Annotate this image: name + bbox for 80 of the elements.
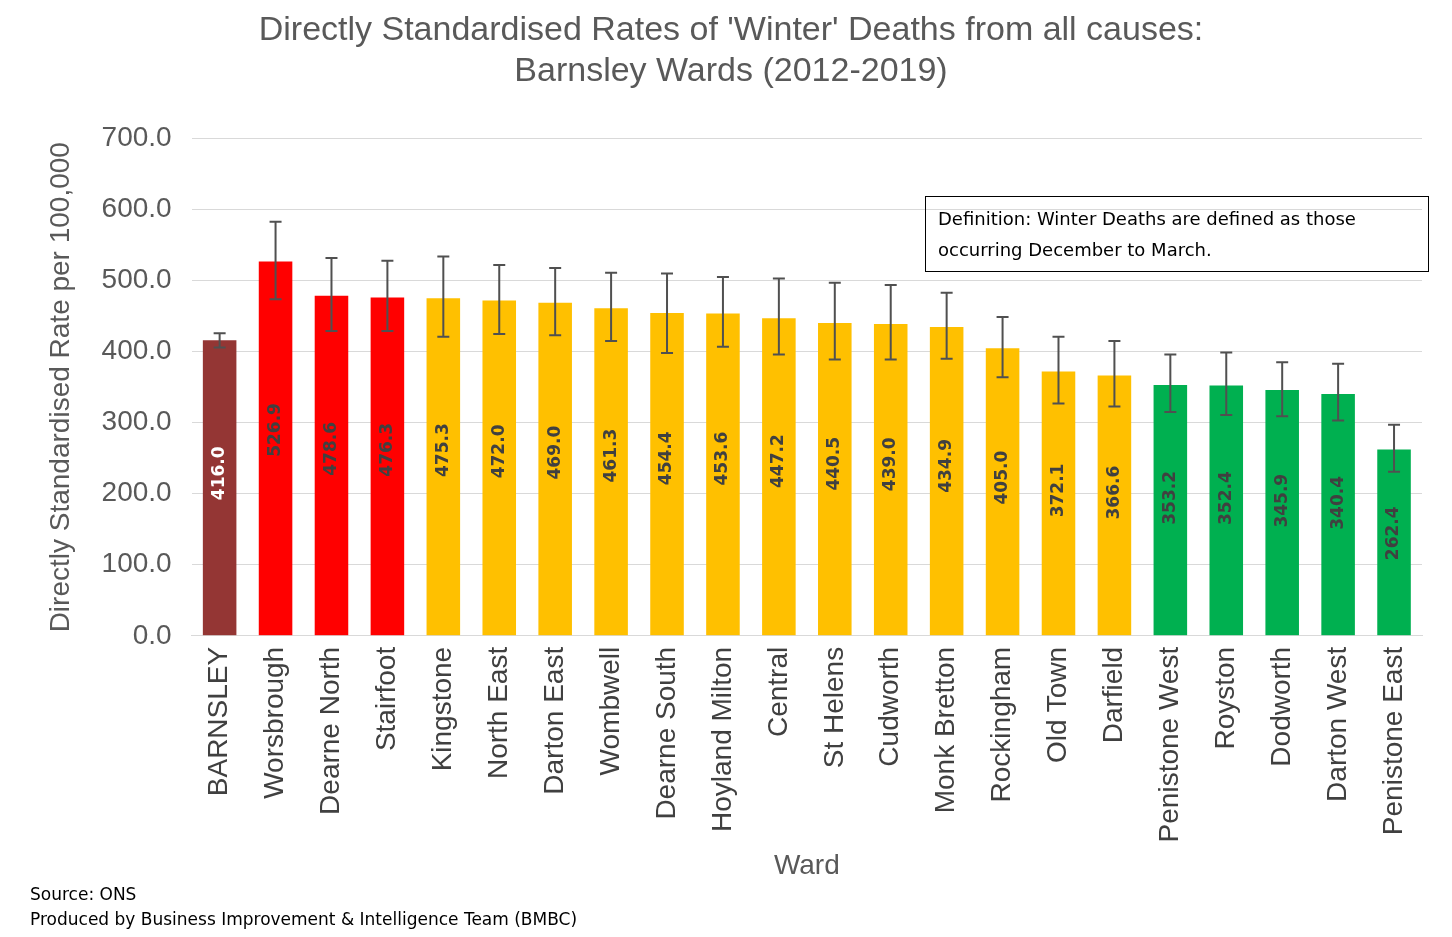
x-axis-title: Ward [773,848,840,880]
data-label: 345.9 [1270,473,1291,528]
bar [985,348,1020,636]
x-tick-label: Monk Bretton [929,646,961,814]
bar [538,302,572,636]
x-tick-label: Stairfoot [370,646,402,752]
bar [1153,384,1188,636]
data-label: 416.0 [208,446,229,501]
chart-title: Directly Standardised Rates of 'Winter' Deaths from all causes: Barnsley Wards (2012-2019) [258,8,1204,88]
bar [370,297,405,636]
bar [706,313,740,636]
bar [1265,390,1299,636]
data-label: 439.0 [879,437,900,492]
x-tick-label: Wombwell [593,646,625,776]
y-axis-title: Directly Standardised Rate per 100,000 [43,142,75,633]
data-label: 372.1 [1046,463,1067,518]
bar [314,295,349,636]
x-tick-label: Dearne South [649,646,681,820]
x-tick-label: Royston [1208,646,1240,750]
x-tick-label: Penistone West [1153,646,1185,843]
x-tick-label: Dodworth [1264,646,1296,767]
data-label: 434.9 [935,439,956,493]
data-label: 440.5 [823,436,844,491]
source-note: Source: ONS [30,883,138,906]
bar [929,326,964,636]
bar [594,308,628,636]
y-tick-label: 600.0 [101,192,172,224]
y-tick-label: 100.0 [101,547,172,579]
y-tick-label: 0.0 [132,618,172,650]
bar [650,313,684,636]
bar [1209,385,1244,636]
x-tick-label: Rockingham [985,646,1017,803]
data-label: 353.2 [1158,470,1179,525]
bar [1377,449,1411,636]
data-label: 475.3 [431,423,452,478]
bar [1041,371,1076,636]
x-tick-label: Central [761,646,793,738]
bar [202,340,237,636]
data-label: 526.9 [263,403,284,457]
bar [258,261,293,636]
data-label: 405.0 [990,450,1011,505]
annotation: Definition: Winter Deaths are defined as those occurring December to March. [925,196,1429,272]
x-tick-label: Kingstone [426,646,458,772]
y-tick-label: 200.0 [101,476,172,508]
y-tick-label: 500.0 [101,263,172,295]
x-tick-label: Darton East [537,646,569,795]
data-label: 461.3 [599,428,620,483]
x-tick-label: BARNSLEY [202,646,234,797]
bar [873,323,908,636]
bar [1321,394,1355,636]
data-label: 340.4 [1326,475,1347,530]
x-tick-label: Cudworth [873,646,905,767]
x-tick-label: Dearne North [314,646,346,815]
data-label: 469.0 [543,425,564,480]
data-label: 262.4 [1382,506,1403,561]
data-label: 478.6 [319,421,340,476]
x-tick-label: North East [481,646,513,780]
text: Produced by Business Improvement & Intelligence Team (BMBC) [30,908,578,931]
y-tick-label: 400.0 [101,334,172,366]
data-label: 366.6 [1102,465,1123,520]
y-tick-label: 300.0 [101,405,172,437]
data-label: 453.6 [711,431,732,486]
x-tick-label: St Helens [817,646,849,769]
data-label: 454.4 [655,431,676,486]
x-tick-label: Hoyland Milton [705,646,737,833]
data-label: 447.2 [767,434,788,488]
data-label: 476.3 [375,422,396,477]
bar [818,322,852,636]
x-tick-label: Darfield [1097,646,1129,744]
data-label: 352.4 [1214,471,1235,526]
bar [762,318,796,636]
bar [1097,375,1132,636]
x-tick-label: Darton West [1320,646,1352,802]
x-tick-label: Worsbrough [258,646,290,799]
y-tick-label: 700.0 [101,121,172,153]
data-label: 472.0 [487,424,508,479]
bar [482,300,517,636]
x-tick-label: Penistone East [1376,646,1408,836]
bar [426,298,461,636]
x-tick-label: Old Town [1041,646,1073,764]
